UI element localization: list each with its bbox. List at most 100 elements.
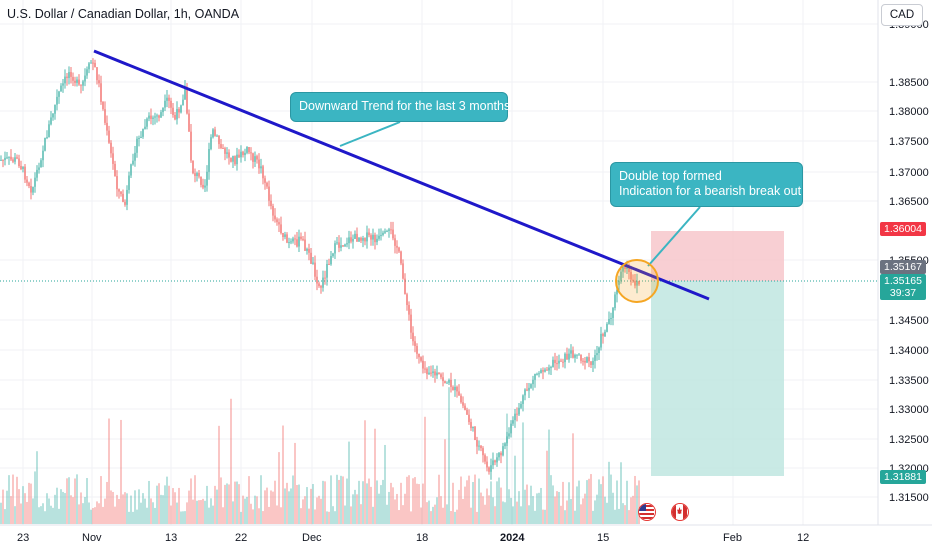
candle-body [438, 372, 440, 375]
time-axis-label: Dec [302, 532, 322, 544]
candle-body [540, 370, 542, 374]
callout-2-pointer [647, 206, 701, 267]
take-profit-zone[interactable] [651, 281, 784, 476]
candle-body [274, 215, 276, 220]
volume-bar [144, 498, 146, 524]
volume-bar [494, 506, 496, 524]
candle-body [476, 439, 478, 447]
candle-body [404, 278, 406, 295]
volume-bar [258, 508, 260, 524]
candle-body [214, 129, 216, 136]
volume-bar [10, 496, 12, 524]
candle-body [258, 159, 260, 169]
volume-bar [188, 490, 190, 524]
candle-body [190, 131, 192, 161]
volume-bar [266, 487, 268, 524]
volume-bar [138, 489, 140, 524]
volume-bar [472, 482, 474, 524]
candle-body [528, 387, 530, 391]
volume-bar [422, 483, 424, 524]
position-zones[interactable] [651, 231, 784, 476]
volume-bar [174, 492, 176, 524]
candle-body [240, 151, 242, 158]
candle-body [238, 154, 240, 158]
volume-bar [512, 506, 514, 524]
currency-button[interactable]: CAD [881, 4, 923, 26]
candle-body [584, 360, 586, 363]
candle-body [432, 371, 434, 374]
candle-body [252, 153, 254, 162]
stop-loss-zone[interactable] [651, 231, 784, 281]
candle-body [32, 186, 34, 193]
candle-body [414, 341, 416, 347]
volume-bar [160, 494, 162, 524]
volume-bar [564, 510, 566, 524]
candle-body [360, 237, 362, 241]
candle-body [588, 357, 590, 362]
volume-bar [260, 475, 262, 524]
volume-bar [342, 476, 344, 524]
volume-bar [570, 498, 572, 524]
candle-body [0, 159, 2, 161]
us-flag-icon[interactable] [638, 503, 656, 521]
volume-bar [78, 504, 80, 524]
volume-bar [150, 498, 152, 524]
canada-flag-icon[interactable] [671, 503, 689, 521]
volume-bar [538, 492, 540, 524]
candle-body [508, 433, 510, 437]
volume-bar [220, 477, 222, 524]
volume-bar [186, 502, 188, 524]
candle-body [242, 151, 244, 156]
candle-body [500, 452, 502, 456]
candle-body [514, 413, 516, 421]
volume-bar [496, 481, 498, 524]
volume-bar [16, 476, 18, 524]
volume-bar [554, 496, 556, 524]
stop-price-tag: 1.31881 [880, 470, 926, 484]
volume-bar [370, 486, 372, 524]
volume-bar [586, 480, 588, 524]
candle-body [298, 236, 300, 247]
candle-body [96, 67, 98, 81]
volume-bar [368, 478, 370, 524]
double-top-callout[interactable]: Double top formed Indication for a beari… [610, 162, 803, 207]
candle-body [560, 360, 562, 362]
volume-bar [146, 507, 148, 524]
volume-bar [488, 495, 490, 524]
candle-body [300, 236, 302, 239]
volume-bar [162, 495, 164, 524]
candle-body [482, 448, 484, 456]
candle-body [158, 115, 160, 118]
volume-bar [94, 507, 96, 524]
candle-body [286, 234, 288, 243]
candle-body [250, 152, 252, 154]
volume-bar [532, 496, 534, 524]
candle-body [308, 248, 310, 253]
volume-bar [490, 481, 492, 524]
time-axis-label: 13 [165, 532, 177, 544]
candle-body [150, 115, 152, 119]
symbol-title[interactable]: U.S. Dollar / Canadian Dollar, 1h, OANDA [7, 7, 240, 21]
candle-body [236, 154, 238, 165]
volume-bar [244, 498, 246, 524]
candle-body [182, 99, 184, 106]
candle-body [246, 147, 248, 153]
trend-callout[interactable]: Downward Trend for the last 3 months [290, 92, 510, 122]
double-top-highlight[interactable] [615, 259, 659, 303]
volume-bar [568, 482, 570, 524]
candle-body [352, 238, 354, 242]
candle-body [64, 76, 66, 84]
candle-body [466, 409, 468, 415]
volume-bar [66, 478, 68, 524]
candle-body [226, 152, 228, 154]
volume-bar [192, 499, 194, 524]
volume-bar [408, 475, 410, 524]
candle-body [470, 422, 472, 429]
volume-bar [222, 507, 224, 524]
volume-bar [502, 501, 504, 524]
candle-body [574, 354, 576, 358]
candle-body [110, 142, 112, 154]
candle-body [454, 386, 456, 391]
downtrend-line[interactable] [93, 49, 710, 301]
